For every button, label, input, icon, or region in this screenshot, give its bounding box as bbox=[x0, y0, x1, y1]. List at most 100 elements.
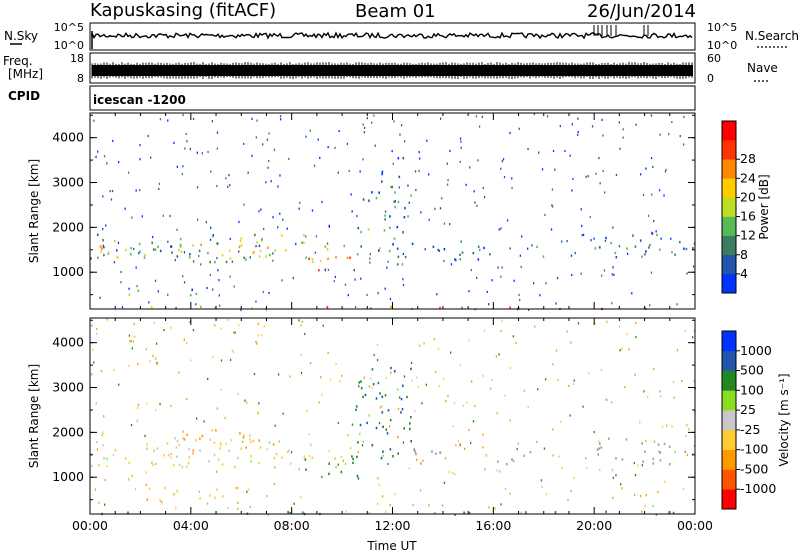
range-cell bbox=[288, 157, 290, 161]
range-cell bbox=[257, 322, 259, 325]
range-cell bbox=[606, 320, 608, 323]
range-cell bbox=[163, 329, 165, 332]
range-cell bbox=[269, 253, 271, 257]
range-cell bbox=[104, 503, 106, 506]
range-cell bbox=[242, 436, 245, 439]
range-cell bbox=[551, 204, 553, 207]
range-cell bbox=[238, 220, 240, 224]
range-cell bbox=[628, 348, 630, 351]
range-cell bbox=[102, 431, 104, 434]
range-cell bbox=[129, 340, 131, 343]
range-cell bbox=[243, 203, 245, 206]
range-cell bbox=[139, 250, 141, 253]
range-cell bbox=[170, 245, 172, 248]
x-tick-label: 04:00 bbox=[173, 518, 209, 533]
range-cell bbox=[356, 474, 359, 478]
range-cell bbox=[670, 237, 672, 240]
range-cell bbox=[469, 166, 471, 169]
range-cell bbox=[407, 184, 409, 187]
range-cell bbox=[345, 510, 347, 513]
freq-tick-top: 18 bbox=[70, 52, 84, 65]
range-cell bbox=[643, 390, 645, 393]
range-cell bbox=[148, 487, 151, 490]
range-cell bbox=[684, 329, 686, 333]
range-cell bbox=[317, 138, 319, 141]
range-cell bbox=[667, 511, 669, 514]
range-cell bbox=[352, 461, 354, 465]
range-cell bbox=[360, 387, 363, 390]
range-cell bbox=[482, 374, 484, 377]
range-cell bbox=[270, 180, 272, 183]
range-cell bbox=[618, 325, 621, 328]
range-cell bbox=[419, 344, 421, 347]
range-cell bbox=[379, 392, 381, 395]
range-cell bbox=[615, 457, 617, 460]
range-cell bbox=[438, 249, 440, 252]
range-cell bbox=[538, 151, 540, 154]
range-cell bbox=[648, 246, 650, 249]
range-cell bbox=[593, 237, 595, 240]
range-cell bbox=[541, 168, 544, 171]
range-cell bbox=[573, 383, 575, 386]
range-cell bbox=[604, 239, 607, 242]
date-title: 26/Jun/2014 bbox=[587, 1, 696, 22]
range-cell bbox=[360, 380, 362, 383]
range-cell bbox=[509, 419, 511, 422]
range-cell bbox=[337, 171, 339, 174]
range-cell bbox=[182, 430, 184, 433]
range-cell bbox=[660, 237, 662, 240]
range-cell bbox=[273, 457, 276, 460]
range-cell bbox=[337, 463, 339, 466]
range-cell bbox=[277, 226, 279, 229]
range-cell bbox=[501, 266, 503, 269]
range-cell bbox=[178, 443, 181, 447]
range-cell bbox=[403, 427, 405, 430]
range-cell bbox=[409, 427, 411, 431]
range-cell bbox=[377, 477, 379, 480]
y-tick-label: 3000 bbox=[52, 380, 84, 395]
range-cell bbox=[556, 277, 559, 280]
range-cell bbox=[324, 245, 327, 248]
range-cell bbox=[397, 388, 399, 391]
range-cell bbox=[193, 260, 195, 263]
range-cell bbox=[645, 250, 647, 253]
range-cell bbox=[527, 247, 529, 250]
range-cell bbox=[257, 411, 259, 414]
velocity-panel: 1000 2000 3000 4000 00:00 04:00 08:00 12:00 16:… bbox=[27, 317, 713, 553]
range-cell bbox=[397, 263, 399, 266]
noise-panel: N.Sky 10^5 10^0 10^5 10^0 N.Search bbox=[4, 21, 799, 52]
range-cell bbox=[224, 416, 226, 420]
range-cell bbox=[227, 185, 229, 188]
range-cell bbox=[107, 251, 110, 255]
range-cell bbox=[96, 327, 98, 330]
range-cell bbox=[190, 359, 192, 362]
range-cell bbox=[446, 162, 448, 165]
range-cell bbox=[355, 408, 357, 411]
range-cell bbox=[642, 193, 645, 196]
range-cell bbox=[157, 290, 159, 293]
range-cell bbox=[267, 166, 269, 169]
range-cell bbox=[573, 476, 575, 479]
range-cell bbox=[285, 249, 287, 252]
range-cell bbox=[195, 439, 197, 442]
range-cell bbox=[152, 463, 154, 467]
colorbar-segment bbox=[722, 489, 736, 510]
power-ylabel: Slant Range [km] bbox=[27, 159, 41, 263]
range-cell bbox=[455, 444, 457, 447]
range-cell bbox=[180, 245, 182, 248]
range-cell bbox=[255, 340, 257, 343]
range-cell bbox=[174, 437, 176, 440]
range-cell bbox=[259, 446, 262, 449]
range-cell bbox=[503, 175, 506, 179]
range-cell bbox=[218, 294, 220, 297]
range-cell bbox=[568, 385, 570, 388]
range-cell bbox=[249, 434, 251, 437]
range-cell bbox=[170, 456, 172, 459]
range-cell bbox=[495, 355, 498, 358]
range-cell bbox=[385, 428, 388, 431]
range-cell bbox=[255, 245, 257, 248]
range-cell bbox=[228, 174, 230, 177]
range-cell bbox=[200, 305, 202, 309]
range-cell bbox=[494, 507, 496, 510]
